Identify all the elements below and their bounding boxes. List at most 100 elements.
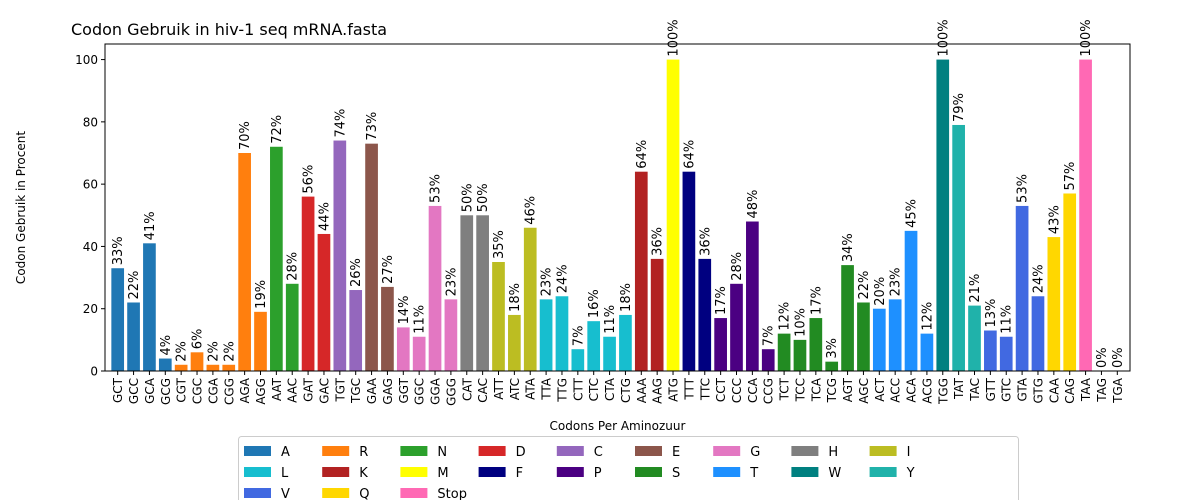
bar-value-label: 12%: [778, 302, 793, 331]
x-tick-label: TAC: [968, 378, 982, 402]
x-tick-label: CAA: [1047, 377, 1061, 403]
bar-agc: [857, 302, 870, 371]
x-tick-label: TCG: [825, 378, 839, 403]
bar-gac: [317, 233, 331, 371]
bar-cac: [476, 215, 489, 371]
bar-value-label: 36%: [698, 227, 713, 256]
legend-swatch: [244, 488, 271, 498]
bar-gtg: [1031, 296, 1045, 371]
legend-entry-label: V: [281, 487, 290, 500]
bar-value-label: 64%: [682, 140, 697, 169]
x-tick-label: GAA: [365, 377, 379, 404]
y-tick-label: 80: [83, 115, 98, 129]
x-tick-label: GGT: [397, 377, 411, 403]
bar-value-label: 48%: [746, 190, 761, 219]
bar-value-label: 18%: [619, 283, 634, 312]
bar-atg: [666, 59, 680, 371]
x-tick-label: ATA: [524, 377, 538, 400]
legend-swatch: [478, 446, 506, 456]
bar-value-label: 6%: [191, 329, 206, 350]
x-tick-label: CGG: [222, 378, 236, 405]
bar-gca: [143, 243, 156, 371]
bar-value-label: 7%: [571, 326, 586, 347]
x-tick-label: ACT: [873, 377, 887, 401]
x-tick-label: TTT: [682, 377, 696, 400]
legend-swatch: [556, 467, 584, 477]
x-tick-label: TAG: [1095, 378, 1109, 403]
x-tick-label: TTG: [555, 378, 569, 403]
bar-value-label: 74%: [333, 109, 348, 138]
bar-value-label: 0%: [1095, 347, 1110, 368]
bar-ccg: [761, 349, 775, 371]
bar-gat: [301, 196, 315, 371]
bars-group: [111, 59, 1092, 371]
bar-cgt: [174, 364, 188, 371]
bar-value-label: 36%: [651, 227, 666, 256]
bar-value-label: 45%: [905, 199, 920, 228]
x-axis-ticks: GCT GCC GCA GCG CGT CGC CGA CGG AGA AGG AAT AAC GAT G…: [111, 371, 1125, 406]
legend-entry-label: K: [359, 466, 368, 481]
bar-value-label: 23%: [444, 267, 459, 296]
x-tick-label: GAT: [302, 377, 316, 402]
legend-entry-label: S: [672, 466, 680, 481]
bar-value-label: 2%: [222, 341, 237, 362]
bar-agg: [254, 311, 267, 371]
legend-entry-label: P: [594, 466, 602, 481]
legend-entry-label: M: [437, 466, 448, 481]
bar-value-label: 2%: [175, 341, 190, 362]
x-tick-label: TTC: [698, 378, 712, 401]
bar-cgc: [190, 352, 204, 371]
bar-atc: [508, 314, 521, 371]
x-tick-label: AGC: [857, 378, 871, 404]
bar-value-label: 24%: [555, 264, 570, 293]
chart-title: Codon Gebruik in hiv-1 seq mRNA.fasta: [71, 20, 387, 39]
bar-value-label: 73%: [365, 112, 380, 141]
x-tick-label: ATC: [508, 378, 522, 400]
y-tick-label: 60: [83, 178, 98, 192]
bar-caa: [1047, 237, 1061, 371]
bar-ccc: [730, 283, 743, 371]
x-tick-label: GTC: [1000, 378, 1014, 402]
bar-value-label: 46%: [524, 196, 539, 225]
bar-value-label: 24%: [1031, 264, 1046, 293]
x-tick-label: GCC: [127, 378, 141, 404]
legend-swatch: [322, 446, 350, 456]
legend-swatch: [322, 488, 350, 498]
bar-tgc: [349, 290, 363, 371]
x-tick-label: CCT: [714, 377, 728, 402]
legend-swatch: [478, 467, 506, 477]
bar-value-label: 53%: [429, 174, 444, 203]
bar-ttt: [682, 171, 696, 371]
legend-entry-label: T: [749, 466, 758, 481]
x-tick-label: GCT: [111, 377, 125, 403]
bar-value-label: 100%: [1079, 19, 1094, 56]
x-tick-label: AAG: [651, 378, 665, 404]
legend-swatch: [635, 467, 662, 477]
bar-value-label: 57%: [1063, 162, 1078, 191]
bar-value-label: 27%: [381, 255, 396, 284]
legend-entry-label: R: [359, 445, 368, 460]
legend-entry-label: I: [907, 445, 911, 460]
x-tick-label: GAC: [317, 378, 331, 404]
x-axis-label: Codons Per Aminozuur: [550, 419, 686, 433]
y-axis-ticks: 0 20 40 60 80 100: [75, 53, 105, 379]
bar-cat: [460, 215, 474, 371]
bar-cta: [603, 336, 616, 371]
bar-value-label: 33%: [111, 236, 126, 265]
x-tick-label: TCC: [793, 378, 807, 402]
bar-value-label: 70%: [238, 121, 253, 150]
bar-acc: [888, 299, 902, 371]
x-tick-label: TAT: [952, 377, 966, 400]
bar-cct: [714, 318, 727, 371]
legend-entry-label: W: [828, 466, 841, 481]
legend-swatch: [869, 446, 897, 456]
x-tick-label: AGA: [238, 377, 252, 403]
bar-value-label: 16%: [587, 289, 602, 318]
x-tick-label: GTA: [1016, 377, 1030, 401]
bar-value-label: 11%: [603, 305, 618, 334]
legend-swatch: [244, 467, 271, 477]
x-tick-label: ACC: [889, 378, 903, 403]
bar-value-label: 19%: [254, 280, 269, 309]
x-tick-label: TCT: [778, 377, 792, 401]
